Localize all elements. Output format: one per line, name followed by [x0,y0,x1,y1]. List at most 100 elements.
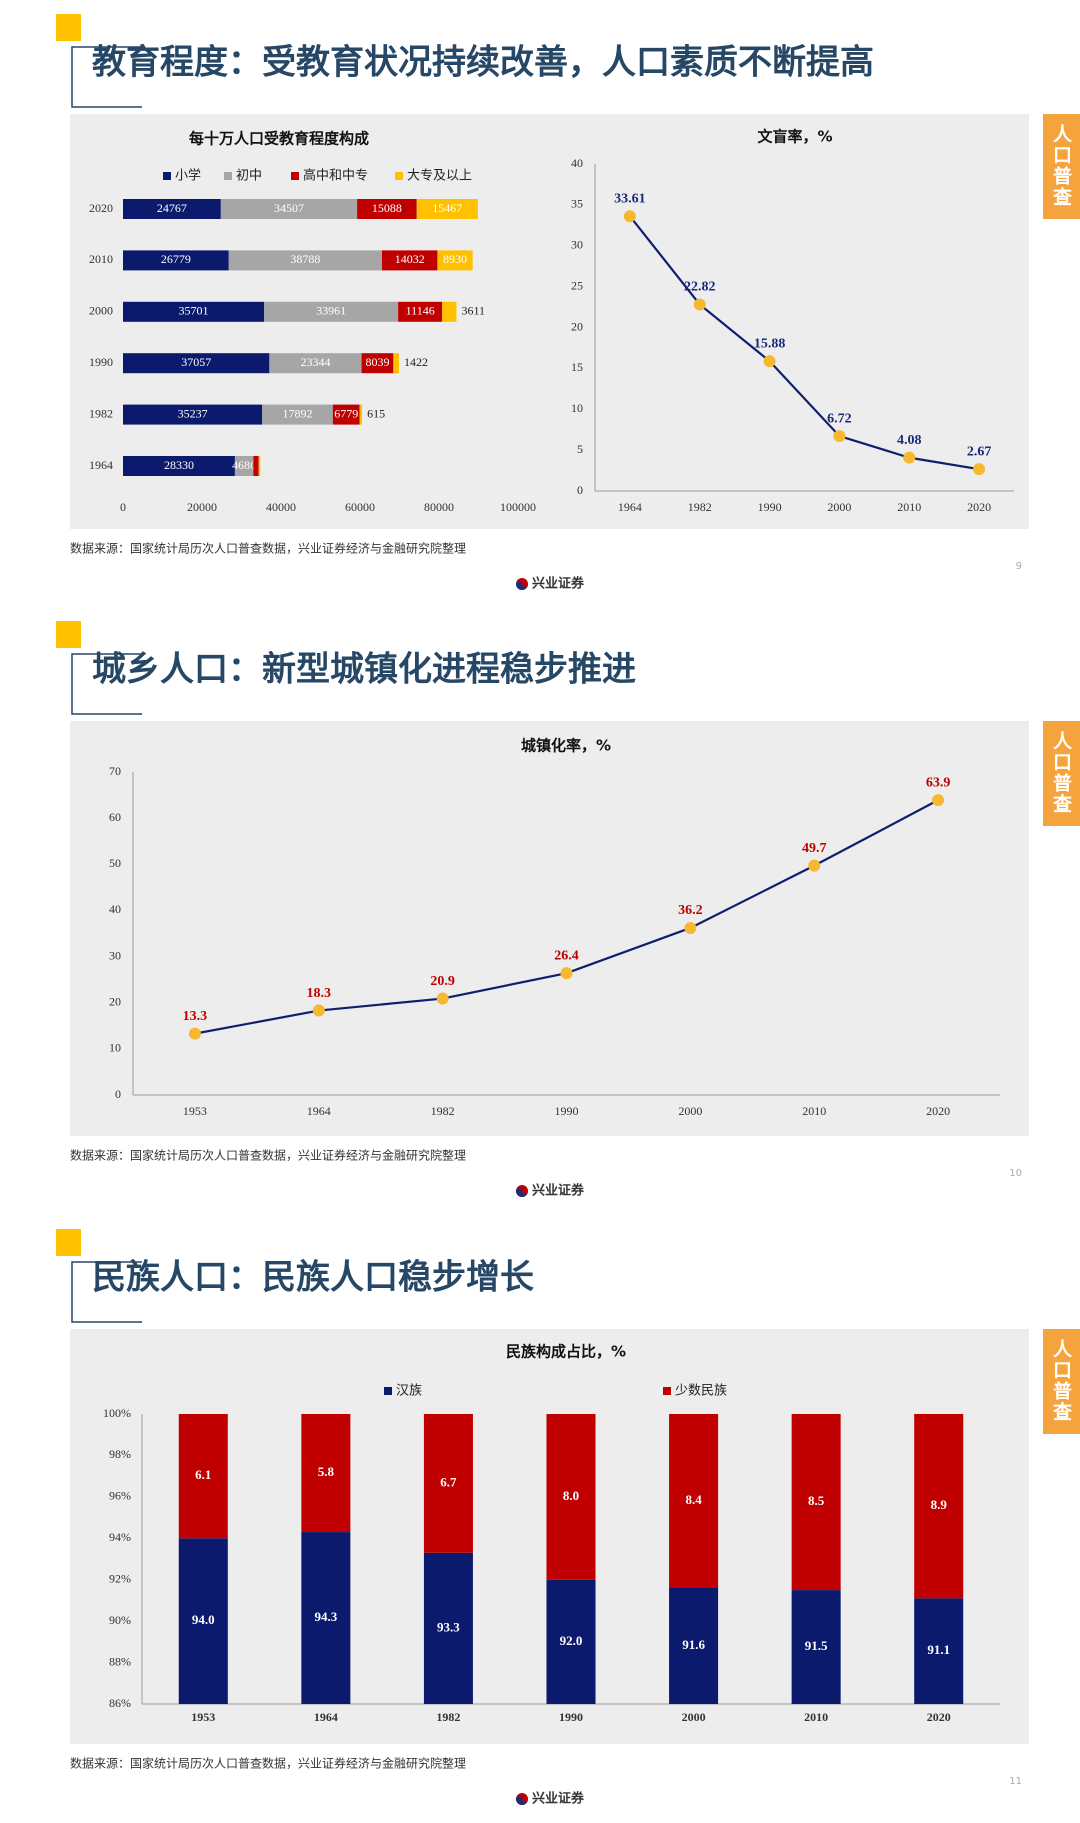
data-label: 91.6 [682,1637,705,1652]
data-label: 6.7 [440,1474,457,1489]
x-tick-label: 1990 [559,1710,583,1724]
bar-segment [123,353,270,374]
x-tick-label: 2020 [927,1710,951,1724]
data-label: 63.9 [926,775,951,790]
data-label: 4.08 [897,433,922,448]
chart-title: 民族构成占比，% [506,1343,626,1361]
y-tick-label: 40 [109,902,121,916]
y-tick-label: 0 [577,483,583,497]
y-tick-label: 0 [115,1087,121,1101]
category-label: 2000 [89,304,113,318]
bar-segment [914,1414,964,1599]
data-point [312,1004,325,1017]
bar-segment [178,1414,228,1539]
legend-swatch [163,172,171,180]
data-label: 1422 [404,355,428,369]
y-tick-label: 25 [571,278,583,292]
data-label: 34507 [274,201,304,215]
bar-segment [123,199,221,219]
bar-segment [791,1590,841,1704]
data-label: 26.4 [554,948,579,963]
category-label: 2010 [89,252,113,266]
chart-title: 城镇化率，% [521,737,611,755]
data-point [560,967,573,980]
x-tick-label: 2020 [967,500,991,514]
y-tick-label: 10 [109,1041,121,1055]
data-label: 28330 [164,458,194,472]
bar-segment [381,250,438,271]
bar-segment [361,353,394,374]
bar-segment [357,199,417,219]
x-tick-label: 1953 [183,1104,207,1118]
bar-segment [264,301,399,322]
data-label: 6.1 [195,1467,211,1482]
data-label: 94.3 [314,1609,337,1624]
x-tick-label: 1964 [314,1710,338,1724]
bar-segment [359,404,363,425]
data-label: 4680 [232,458,256,472]
data-label: 13.3 [183,1009,208,1024]
data-label: 23344 [300,355,330,369]
bar-segment [269,353,362,374]
title-bracket [71,1261,142,1323]
bar-segment [791,1414,841,1591]
bar-segment [123,404,263,425]
y-tick-label: 90% [109,1613,131,1627]
logo-icon-swirl [516,1796,528,1805]
data-label: 33.61 [614,191,646,206]
bar-segment [220,199,358,219]
title-accent [56,621,81,648]
bar-segment [332,404,360,425]
bar-segment [178,1538,228,1704]
tag-label: 人口普查 [1050,731,1073,815]
data-label: 36.2 [678,903,703,918]
data-label: 6779 [334,406,358,420]
bar-segment [234,456,254,476]
category-label: 2020 [89,201,113,215]
bar-segment [442,301,457,322]
data-label: 92.0 [560,1633,583,1648]
bar-segment [423,1552,473,1704]
y-tick-label: 94% [109,1530,131,1544]
data-point [763,355,776,368]
data-point [684,921,697,934]
x-tick-label: 1982 [688,500,712,514]
x-tick-label: 80000 [424,500,454,514]
y-tick-label: 100% [103,1406,131,1420]
data-label: 6.72 [827,411,852,426]
logo-text: 兴业证券 [532,1791,585,1807]
data-label: 49.7 [802,841,827,856]
x-tick-label: 2000 [682,1710,706,1724]
data-label: 2.67 [967,444,992,459]
data-label: 8.4 [685,1492,702,1507]
data-label: 35701 [179,304,209,318]
legend-label: 高中和中专 [303,168,368,184]
bar-segment [301,1532,351,1704]
data-label: 35237 [178,406,208,420]
data-label: 37057 [181,355,211,369]
bar-segment [123,456,235,476]
bar-segment [393,353,399,374]
chart-title: 每十万人口受教育程度构成 [189,130,369,148]
x-tick-label: 1964 [618,500,642,514]
bar-segment [669,1414,719,1588]
y-tick-label: 30 [571,238,583,252]
title-accent [56,1229,81,1256]
legend-swatch [663,1387,671,1395]
y-tick-label: 5 [577,442,583,456]
y-tick-label: 35 [571,197,583,211]
slide-title: 城乡人口：新型城镇化进程稳步推进 [92,650,636,690]
title-accent [56,14,81,41]
x-tick-label: 0 [120,500,126,514]
source-note: 数据来源：国家统计局历次人口普查数据，兴业证券经济与金融研究院整理 [70,541,466,556]
y-tick-label: 86% [109,1696,131,1710]
bar-segment [398,301,443,322]
page-number: 11 [1009,1776,1022,1787]
tag-label: 人口普查 [1050,124,1073,208]
x-tick-label: 20000 [187,500,217,514]
x-tick-label: 1990 [758,500,782,514]
x-tick-label: 40000 [266,500,296,514]
category-label: 1990 [89,355,113,369]
data-label: 24767 [157,201,187,215]
